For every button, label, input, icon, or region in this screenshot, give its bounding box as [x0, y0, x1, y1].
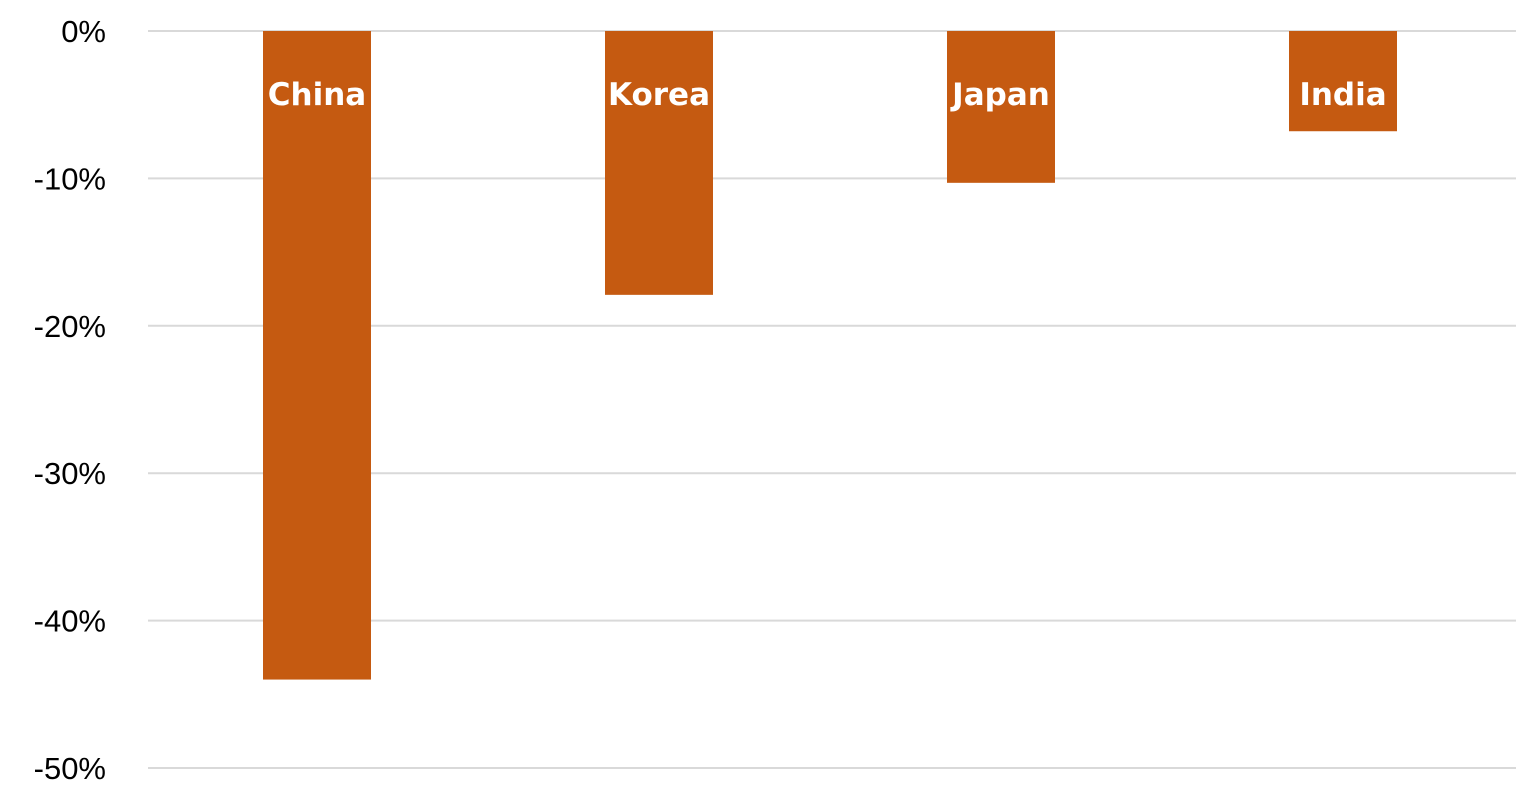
y-tick-label: -20%: [34, 309, 106, 344]
y-tick-label: -40%: [34, 604, 106, 639]
y-tick-label: -50%: [34, 751, 106, 786]
bars: [263, 31, 1397, 680]
bar-japan: [947, 31, 1055, 183]
bar-label-japan: Japan: [950, 77, 1050, 113]
bar-korea: [605, 31, 713, 295]
bar-label-korea: Korea: [608, 77, 710, 113]
y-tick-label: -30%: [34, 456, 106, 491]
gridlines: [148, 30, 1516, 769]
bar-china: [263, 31, 371, 680]
y-axis-tick-labels: 0% -10% -20% -30% -40% -50%: [34, 14, 106, 786]
y-tick-label: -10%: [34, 161, 106, 196]
y-tick-label: 0%: [61, 14, 106, 49]
bar-india: [1289, 31, 1397, 132]
bar-label-india: India: [1299, 77, 1386, 113]
bar-data-labels: China Korea Japan India: [268, 77, 1387, 113]
bar-label-china: China: [268, 77, 366, 113]
